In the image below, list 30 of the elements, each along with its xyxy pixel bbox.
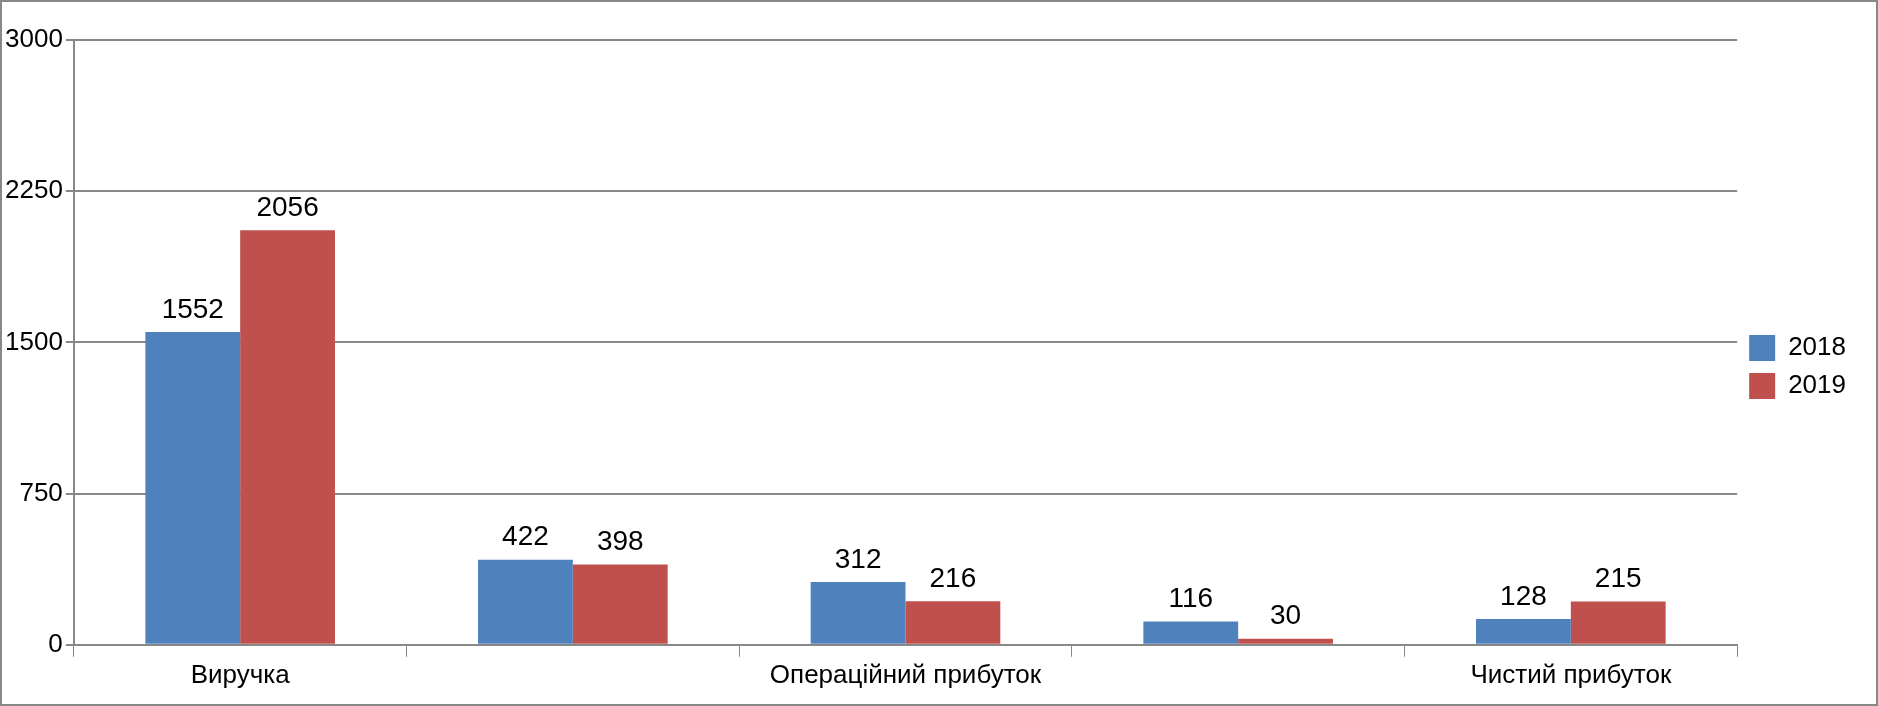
data-label: 1552 — [161, 292, 224, 324]
bar — [810, 581, 906, 644]
data-label: 30 — [1269, 599, 1302, 631]
bar — [240, 230, 335, 644]
y-tick-label: 2250 — [5, 174, 63, 205]
bar — [572, 564, 668, 644]
y-tick-label: 750 — [19, 476, 63, 507]
x-tick-label: Операційний прибуток — [769, 658, 1042, 689]
legend-label: 2018 — [1788, 331, 1846, 362]
bar — [1476, 619, 1571, 644]
data-label: 116 — [1168, 582, 1214, 614]
bar — [145, 331, 241, 644]
data-label: 2056 — [256, 191, 319, 223]
x-tick-label: Виручка — [190, 658, 291, 689]
data-label: 312 — [834, 542, 882, 574]
data-label: 398 — [596, 525, 644, 557]
bar — [1143, 621, 1239, 644]
x-tick-label: Чистий прибуток — [1470, 658, 1672, 689]
bar — [1570, 601, 1666, 644]
data-label: 215 — [1594, 562, 1642, 594]
data-label: 216 — [929, 561, 977, 593]
bar — [905, 601, 1001, 644]
legend-label: 2019 — [1788, 369, 1846, 400]
y-tick-label: 3000 — [5, 23, 63, 54]
y-tick-label: 0 — [48, 627, 63, 658]
y-tick-label: 1500 — [5, 325, 63, 356]
data-label: 128 — [1500, 579, 1547, 611]
bar — [1238, 638, 1333, 644]
data-label: 422 — [502, 520, 549, 552]
bar — [478, 559, 573, 644]
